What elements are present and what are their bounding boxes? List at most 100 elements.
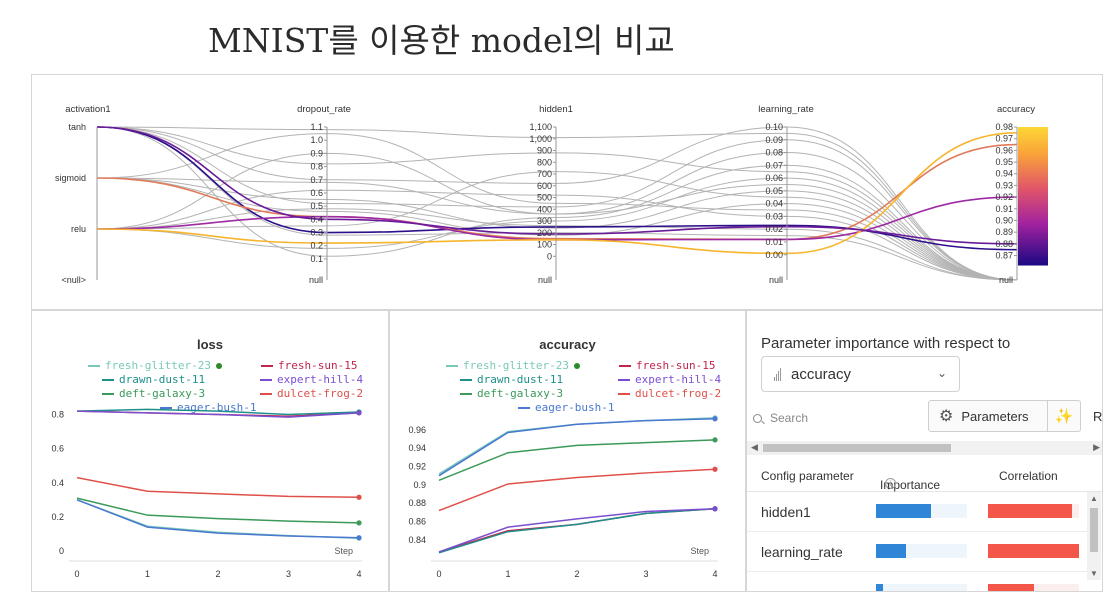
column-config-parameter[interactable]: Config parameter <box>761 469 854 483</box>
x-tick-label: 4 <box>356 569 361 579</box>
legend-swatch <box>261 364 273 367</box>
legend-item-dulcet-frog-2[interactable]: dulcet-frog-2 <box>260 387 363 400</box>
auto-magic-button[interactable]: ✨ <box>1048 400 1081 432</box>
axis-tick-label: 0.03 <box>765 211 783 221</box>
horizontal-scrollbar[interactable]: ◀ ▶ <box>747 441 1102 455</box>
loss-chart-panel[interactable]: loss fresh-glitter-23 fresh-sun-15 drawn-d… <box>31 310 389 592</box>
legend-item-drawn-dust-11[interactable]: drawn-dust-11 <box>102 373 205 386</box>
scrollbar-thumb[interactable] <box>1090 508 1098 552</box>
axis-label-dropout_rate: dropout_rate <box>297 104 351 115</box>
series-line-eager-bush-1 <box>438 418 716 477</box>
legend-item-fresh-glitter-23[interactable]: fresh-glitter-23 <box>88 359 222 372</box>
metric-select[interactable]: accuracy ⌄ <box>761 356 960 392</box>
axis-tick-label: 400 <box>537 204 552 214</box>
legend-item-fresh-sun-15[interactable]: fresh-sun-15 <box>619 359 715 372</box>
scroll-down-icon[interactable]: ▼ <box>1090 569 1098 578</box>
parameters-button[interactable]: ⚙ Parameters <box>928 400 1048 432</box>
correlation-bar <box>988 544 1079 558</box>
x-tick-label: 3 <box>286 569 291 579</box>
legend-item-dulcet-frog-2[interactable]: dulcet-frog-2 <box>618 387 721 400</box>
sort-arrow-down-icon[interactable]: ↓ <box>886 478 892 492</box>
column-correlation[interactable]: Correlation <box>999 469 1058 483</box>
legend-item-eager-bush-1[interactable]: eager-bush-1 <box>518 401 614 414</box>
accuracy-chart-panel[interactable]: accuracy fresh-glitter-23 fresh-sun-15 dra… <box>389 310 746 592</box>
correlation-bar <box>988 584 1034 591</box>
accuracy-color-bar <box>1018 127 1048 266</box>
legend-item-expert-hill-4[interactable]: expert-hill-4 <box>618 373 721 386</box>
axis-tick-label: 0.6 <box>310 188 323 198</box>
x-tick-label: 3 <box>643 569 648 579</box>
series-end-point <box>712 506 718 512</box>
scroll-left-icon[interactable]: ◀ <box>751 442 758 452</box>
axis-tick-label: 0.90 <box>995 215 1013 225</box>
axis-tick-label: 900 <box>537 146 552 156</box>
info-icon[interactable]: i <box>885 478 896 489</box>
series-line-drawn-dust-11 <box>76 408 360 416</box>
series-end-point <box>356 520 362 526</box>
legend-item-deft-galaxy-3[interactable]: deft-galaxy-3 <box>460 387 563 400</box>
y-tick-label: 0 <box>59 546 64 556</box>
legend-label: drawn-dust-11 <box>477 373 564 386</box>
series-end-point <box>712 437 718 443</box>
axis-tick-label: 0.08 <box>765 148 783 158</box>
legend-item-expert-hill-4[interactable]: expert-hill-4 <box>260 373 363 386</box>
chevron-down-icon: ⌄ <box>936 366 947 380</box>
legend-label: dulcet-frog-2 <box>635 387 722 400</box>
search-input[interactable]: Search <box>747 403 922 433</box>
correlation-track <box>988 584 1079 591</box>
legend-item-fresh-glitter-23[interactable]: fresh-glitter-23 <box>446 359 580 372</box>
importance-row[interactable]: hidden1 <box>747 492 1087 532</box>
scrollbar-thumb[interactable] <box>763 444 951 452</box>
legend-label: deft-galaxy-3 <box>119 387 206 400</box>
legend-label: fresh-sun-15 <box>278 359 358 372</box>
axis-tick-label: 0 <box>547 251 552 261</box>
importance-bar <box>876 544 907 558</box>
selected-dot-icon <box>573 362 580 369</box>
axis-tick-label: 0.06 <box>765 173 783 183</box>
legend-item-drawn-dust-11[interactable]: drawn-dust-11 <box>460 373 563 386</box>
loss-chart-title: loss <box>196 337 223 352</box>
correlation-track <box>988 544 1079 558</box>
vertical-scrollbar[interactable]: ▲ ▼ <box>1087 492 1101 580</box>
x-tick-label: 0 <box>436 569 441 579</box>
truncated-button-label[interactable]: Ro <box>1093 409 1103 424</box>
axis-tick-label: 0.09 <box>765 135 783 145</box>
accuracy-chart-title: accuracy <box>539 337 596 352</box>
y-tick-label: 0.88 <box>408 498 426 508</box>
axis-tick-label: 500 <box>537 193 552 203</box>
gear-icon: ⚙ <box>939 408 954 425</box>
axis-tick-label: tanh <box>68 122 86 132</box>
legend-item-deft-galaxy-3[interactable]: deft-galaxy-3 <box>102 387 205 400</box>
legend-label: fresh-glitter-23 <box>105 359 211 372</box>
importance-row[interactable] <box>747 572 1087 591</box>
correlation-bar <box>988 504 1072 518</box>
axis-label-accuracy: accuracy <box>997 104 1035 115</box>
series-end-point <box>356 494 362 500</box>
axis-tick-label: 0.91 <box>995 204 1013 214</box>
importance-row[interactable]: learning_rate <box>747 532 1087 572</box>
axis-tick-label: 1.1 <box>310 122 323 132</box>
parallel-coordinates-chart[interactable]: activation1 dropout_rate hidden1 learning_r… <box>32 75 1104 311</box>
axis-tick-label: null <box>999 275 1013 285</box>
legend-swatch <box>618 392 630 395</box>
bar-chart-icon <box>774 367 781 381</box>
axis-tick-label: 0.98 <box>995 122 1013 132</box>
magic-wand-icon: ✨ <box>1054 408 1074 425</box>
x-tick-label: 2 <box>574 569 579 579</box>
axis-tick-label: 0.87 <box>995 251 1013 261</box>
accuracy-chart[interactable]: 0 1 2 3 4 0.84 0.86 0.88 0.9 0.92 0.94 0.96 Step <box>390 311 747 593</box>
series-line-expert-hill-4 <box>76 410 360 418</box>
axis-tick-label: 0.8 <box>310 162 323 172</box>
importance-bar <box>876 504 931 518</box>
y-tick-label: 0.96 <box>408 425 426 435</box>
parallel-coordinates-panel[interactable]: activation1 dropout_rate hidden1 learning_r… <box>31 74 1103 310</box>
gray-run-line <box>96 126 1018 281</box>
scroll-up-icon[interactable]: ▲ <box>1090 494 1098 503</box>
gray-run-line <box>96 177 1018 281</box>
series-end-point <box>712 466 718 472</box>
legend-item-fresh-sun-15[interactable]: fresh-sun-15 <box>261 359 357 372</box>
axis-tick-label: 800 <box>537 157 552 167</box>
axis-tick-label: 1,100 <box>529 122 552 132</box>
loss-chart[interactable]: 0 1 2 3 4 0 0.2 0.4 0.6 0.8 Step <box>32 311 390 593</box>
scroll-right-icon[interactable]: ▶ <box>1093 442 1100 452</box>
